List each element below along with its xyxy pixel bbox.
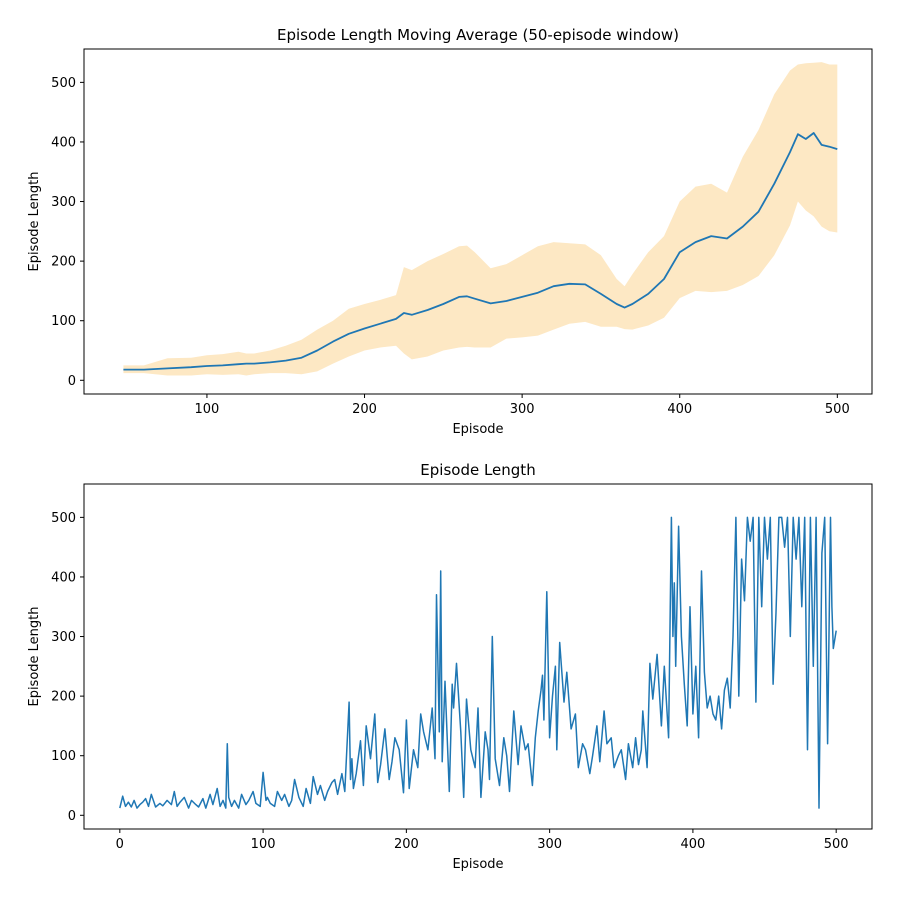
y-tick-label: 400 bbox=[51, 570, 76, 585]
y-tick-label: 500 bbox=[51, 511, 76, 526]
y-tick-label: 100 bbox=[51, 314, 76, 329]
x-tick-label: 300 bbox=[537, 837, 562, 852]
episode-length-line bbox=[119, 516, 837, 809]
episode-length-chart: 0 100 200 300 400 500 0 100 200 300 400 500 Episode … bbox=[27, 461, 873, 872]
y-tick-label: 0 bbox=[68, 374, 76, 389]
y-tick-label: 0 bbox=[68, 809, 76, 824]
x-tick-label: 400 bbox=[680, 837, 705, 852]
y-tick-label: 500 bbox=[51, 76, 76, 91]
moving-average-chart: 100 200 300 400 500 0 100 200 300 400 500 Episode L… bbox=[27, 26, 873, 437]
chart-title: Episode Length Moving Average (50-episod… bbox=[277, 26, 679, 44]
x-tick-label: 400 bbox=[667, 402, 692, 417]
y-tick-label: 200 bbox=[51, 690, 76, 705]
y-tick-label: 300 bbox=[51, 630, 76, 645]
x-tick-label: 200 bbox=[352, 402, 377, 417]
plot-frame bbox=[83, 483, 873, 830]
x-tick-label: 300 bbox=[510, 402, 535, 417]
x-tick-label: 200 bbox=[394, 837, 419, 852]
x-tick-label: 100 bbox=[195, 402, 220, 417]
y-tick-label: 300 bbox=[51, 195, 76, 210]
x-tick-label: 100 bbox=[251, 837, 276, 852]
x-axis-label: Episode bbox=[452, 857, 503, 872]
y-axis-label: Episode Length bbox=[27, 171, 42, 271]
y-tick-label: 400 bbox=[51, 135, 76, 150]
y-tick-label: 200 bbox=[51, 255, 76, 270]
y-axis-label: Episode Length bbox=[27, 606, 42, 706]
x-axis-label: Episode bbox=[452, 422, 503, 437]
moving-average-line bbox=[123, 132, 838, 371]
x-tick-label: 500 bbox=[825, 402, 850, 417]
x-tick-label: 500 bbox=[824, 837, 849, 852]
chart-title: Episode Length bbox=[420, 461, 535, 479]
std-band bbox=[123, 62, 838, 376]
y-tick-label: 100 bbox=[51, 749, 76, 764]
x-tick-label: 0 bbox=[116, 837, 124, 852]
plot-frame bbox=[83, 48, 873, 395]
